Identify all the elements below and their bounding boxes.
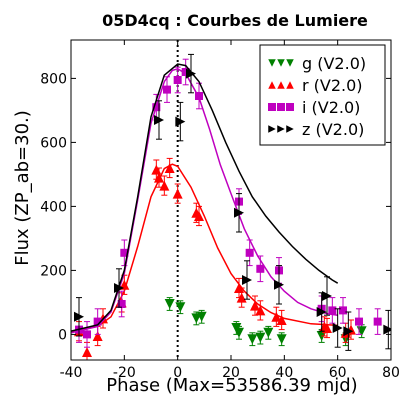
- data-point-r: [271, 311, 282, 322]
- legend-marker-i: [277, 103, 285, 111]
- data-point-z: [234, 207, 244, 218]
- data-point-r: [194, 211, 204, 221]
- data-point-r: [172, 188, 183, 199]
- data-point-g: [263, 327, 274, 338]
- legend-marker-r: [286, 81, 294, 89]
- data-point-g: [196, 311, 207, 322]
- data-point-i: [83, 330, 91, 339]
- data-point-z: [186, 68, 196, 79]
- x-tick-label: 60: [329, 365, 347, 381]
- data-point-z: [74, 311, 84, 322]
- data-point-z: [343, 326, 354, 337]
- data-point-i: [355, 317, 363, 326]
- data-point-i: [120, 248, 129, 257]
- y-axis-label: Flux (ZP_ab=30.): [12, 110, 33, 266]
- data-point-g: [175, 302, 186, 313]
- data-point-r: [82, 347, 92, 357]
- data-point-z: [175, 116, 186, 127]
- legend-label-i: i (V2.0): [302, 98, 360, 117]
- legend-marker-z: [277, 125, 285, 133]
- data-point-i: [339, 306, 347, 315]
- plot-area: [71, 40, 391, 360]
- data-point-r: [250, 300, 260, 311]
- legend-label-r: r (V2.0): [302, 76, 363, 95]
- data-point-z: [154, 115, 164, 125]
- data-point-i: [163, 85, 171, 94]
- data-point-z: [114, 283, 124, 293]
- data-point-i: [93, 317, 102, 326]
- data-point-r: [92, 331, 103, 341]
- data-point-z: [322, 291, 332, 301]
- data-point-i: [245, 248, 254, 257]
- data-point-r: [151, 164, 162, 175]
- legend-marker-i: [268, 103, 276, 111]
- legend-marker-i: [286, 103, 294, 111]
- data-point-i: [117, 300, 126, 308]
- x-tick-label: 20: [222, 365, 240, 381]
- data-point-z: [332, 323, 343, 333]
- data-point-i: [181, 68, 190, 76]
- data-point-g: [234, 327, 244, 338]
- legend-marker-g: [286, 59, 294, 67]
- x-tick-label: 80: [382, 365, 400, 381]
- data-point-i: [256, 264, 265, 273]
- y-tick-label: 800: [40, 71, 67, 87]
- fit-curve-r: [71, 163, 338, 332]
- x-tick-label: -20: [113, 365, 136, 381]
- data-point-r: [236, 292, 247, 303]
- legend-label-z: z (V2.0): [302, 120, 364, 139]
- y-tick-label: 0: [58, 327, 67, 343]
- data-point-g: [276, 334, 287, 345]
- legend-label-g: g (V2.0): [302, 54, 366, 73]
- legend-marker-r: [268, 81, 276, 89]
- data-point-i: [328, 306, 337, 315]
- legend-marker-g: [268, 59, 276, 67]
- data-point-r: [164, 163, 175, 173]
- legend-marker-z: [268, 125, 276, 133]
- fit-curve-z: [71, 63, 339, 332]
- legend: g (V2.0) r (V2.0) i (V2.0) z (V2.0): [259, 44, 386, 146]
- data-point-r: [154, 172, 164, 183]
- y-tick-label: 600: [40, 135, 67, 151]
- x-tick-label: -40: [60, 365, 83, 381]
- data-point-i: [173, 76, 182, 84]
- x-axis-label: Phase (Max=53586.39 mjd): [106, 375, 357, 396]
- data-point-z: [383, 324, 391, 335]
- data-point-z: [242, 275, 252, 285]
- data-point-r: [255, 305, 266, 316]
- data-point-i: [373, 317, 382, 326]
- data-point-r: [159, 180, 170, 191]
- data-point-i: [152, 103, 161, 112]
- legend-marker-g: [277, 59, 285, 67]
- data-point-g: [164, 299, 175, 309]
- legend-marker-z: [286, 125, 294, 133]
- y-tick-label: 200: [40, 263, 67, 279]
- legend-marker-r: [277, 81, 285, 89]
- y-tick-label: 400: [40, 199, 67, 215]
- data-point-z: [316, 307, 327, 317]
- x-tick-label: 40: [275, 365, 293, 381]
- data-point-g: [255, 332, 266, 343]
- data-point-g: [247, 334, 258, 345]
- data-point-r: [276, 315, 287, 325]
- data-point-i: [195, 92, 203, 100]
- x-tick-label: 0: [173, 365, 182, 381]
- data-point-r: [322, 323, 332, 333]
- chart-title: 05D4cq : Courbes de Lumiere: [102, 11, 368, 30]
- data-point-z: [274, 279, 284, 290]
